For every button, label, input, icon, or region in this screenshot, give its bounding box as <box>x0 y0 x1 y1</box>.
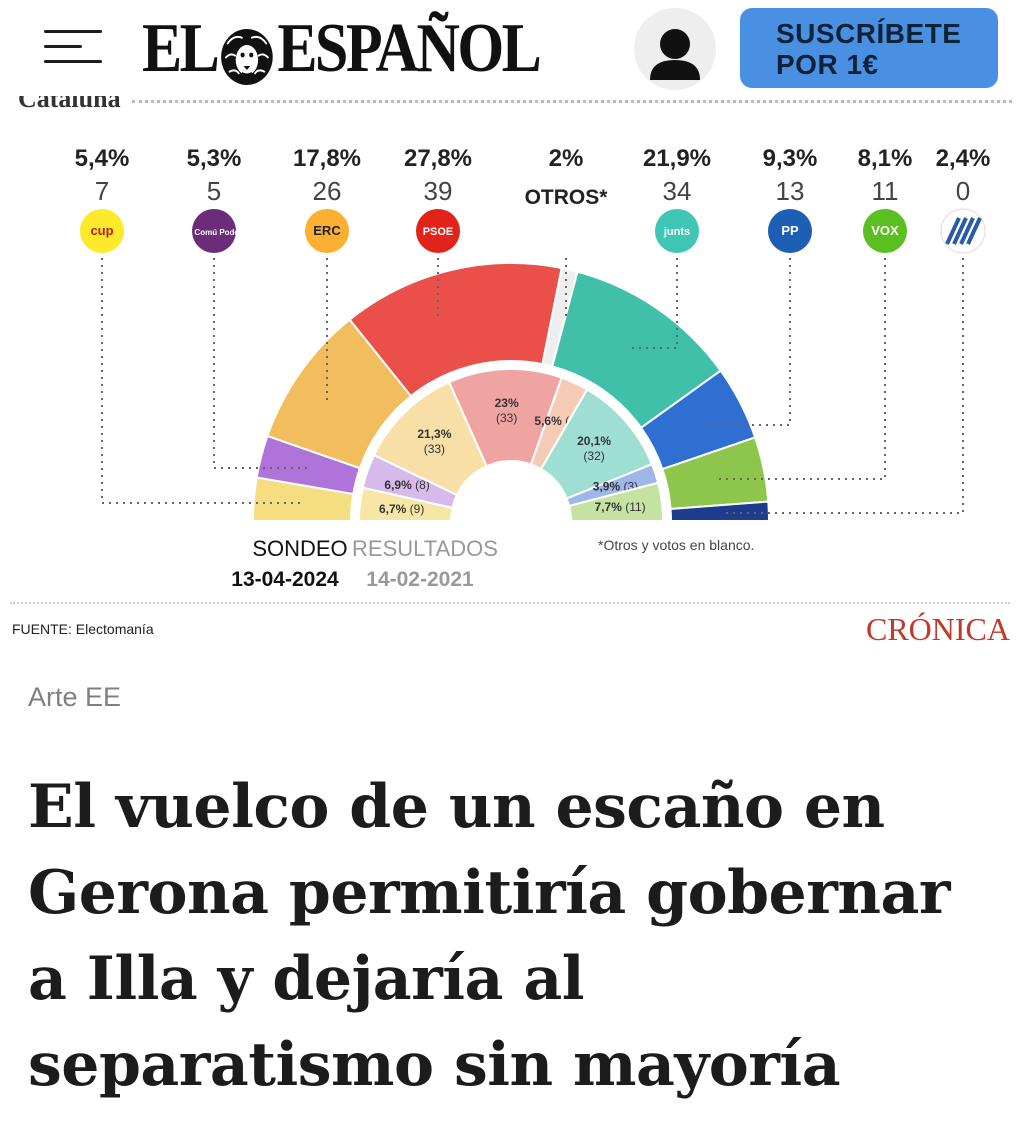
logo-text-right: ESPAÑOL <box>277 10 541 88</box>
party-pct: 2% <box>549 145 584 172</box>
results-pct: 7,7% <box>595 500 623 514</box>
leader-line <box>101 258 302 504</box>
party-logo-text: PSOE <box>423 226 454 238</box>
results-label: 7,7% (11) <box>595 500 646 514</box>
otros-label: OTROS* <box>525 186 609 209</box>
cronica-brand: CRÓNICA <box>866 611 1010 647</box>
divider-top <box>132 100 1012 103</box>
cs-logo-stripe <box>945 217 961 245</box>
sondeo-label: SONDEO <box>252 536 347 561</box>
results-pct: 5,6% <box>534 414 562 428</box>
results-label: 23% (33) <box>495 396 519 425</box>
results-seats: (9) <box>406 502 424 516</box>
results-pct: 6,7% <box>379 502 407 516</box>
cs-logo-stripe <box>959 217 975 245</box>
subscribe-button[interactable]: SUSCRÍBETE POR 1€ <box>740 8 998 88</box>
party-seats: 11 <box>872 176 899 206</box>
party-logo-psoe <box>416 209 460 253</box>
party-logo-text: cup <box>90 223 113 238</box>
cs-logo-stripe <box>952 217 968 245</box>
results-seats: (33) <box>424 442 445 456</box>
parliament-infographic: Cataluña 6,7% (9) 6,9% (8) 21,3% (33) 23% (33… <box>0 84 1023 648</box>
hemicycle-segment-cs <box>669 500 771 522</box>
party-logo-erc <box>305 209 349 253</box>
site-logo-text: EL ESPAÑOL <box>142 14 542 86</box>
party-pct: 5,3% <box>187 145 242 172</box>
party-logo-text: ERC <box>313 223 341 238</box>
results-seats: (32) <box>583 449 604 463</box>
party-logo-text: VOX <box>871 223 899 238</box>
results-pct: 20,1% <box>577 434 611 448</box>
leader-line <box>213 258 308 469</box>
cs-logo-stripe <box>966 217 982 245</box>
leader-line <box>721 258 964 514</box>
party-pct: 2,4% <box>936 145 991 172</box>
party-seats: 13 <box>776 176 805 206</box>
site-header: EL ESPAÑOL SUSCRÍBETE POR 1€ <box>0 0 1023 96</box>
logo-text-left: EL <box>142 10 220 88</box>
party-logo-cs <box>940 208 986 254</box>
party-pct: 8,1% <box>858 145 913 172</box>
party-pct: 17,8% <box>293 145 361 172</box>
hemicycle-chart: 6,7% (9)6,9% (8)21,3%(33)23%(33)5,6% (6)… <box>12 145 1010 647</box>
party-seats: 34 <box>663 176 692 206</box>
article-headline[interactable]: El vuelco de un escaño en Gerona permiti… <box>28 772 950 1100</box>
party-logo-junts <box>655 209 699 253</box>
results-pct: 23% <box>495 396 519 410</box>
results-seats: (11) <box>622 500 646 514</box>
results-pct: 6,9% <box>384 478 412 492</box>
results-pct: 21,3% <box>417 427 451 441</box>
results-label: 6,7% (9) <box>379 502 424 516</box>
divider-bottom <box>10 602 1010 604</box>
user-account-button[interactable] <box>634 8 716 90</box>
results-label: 20,1% (32) <box>577 434 611 463</box>
party-seats: 0 <box>956 176 970 206</box>
party-logo-cup <box>80 209 124 253</box>
party-pct: 27,8% <box>404 145 472 172</box>
results-label: 21,3% (33) <box>417 427 451 456</box>
image-caption: Arte EE <box>28 682 122 712</box>
leader-line <box>630 258 678 349</box>
party-logo-en-comú-podem <box>192 209 236 253</box>
party-logo-text: En Comú Podem <box>182 228 246 237</box>
party-pct: 5,4% <box>75 145 130 172</box>
resultados-label: RESULTADOS <box>352 536 498 561</box>
user-icon <box>650 29 700 80</box>
results-pct: 3,9% <box>593 480 621 494</box>
site-logo[interactable]: EL ESPAÑOL <box>142 14 604 86</box>
party-seats: 39 <box>424 176 453 206</box>
party-logo-text: junts <box>663 226 690 238</box>
party-pct: 9,3% <box>763 145 818 172</box>
party-logo-vox <box>863 209 907 253</box>
lion-logo-icon <box>221 28 274 85</box>
others-note: *Otros y votos en blanco. <box>598 537 754 553</box>
party-logo-text: PP <box>781 223 799 238</box>
source-credit: FUENTE: Electomanía <box>12 621 154 637</box>
menu-icon[interactable] <box>44 26 104 70</box>
resultados-date: 14-02-2021 <box>366 568 474 591</box>
party-seats: 7 <box>95 176 109 206</box>
results-seats: (8) <box>412 478 430 492</box>
party-logo-pp <box>768 209 812 253</box>
subscribe-label-2: POR 1€ <box>776 49 879 80</box>
sondeo-date: 13-04-2024 <box>231 568 339 591</box>
party-pct: 21,9% <box>643 145 711 172</box>
results-segment-vox <box>567 481 665 522</box>
results-label: 6,9% (8) <box>384 478 429 492</box>
subscribe-label-1: SUSCRÍBETE <box>776 18 962 49</box>
results-seats: (33) <box>496 411 517 425</box>
party-seats: 5 <box>207 176 221 206</box>
party-seats: 26 <box>313 176 342 206</box>
